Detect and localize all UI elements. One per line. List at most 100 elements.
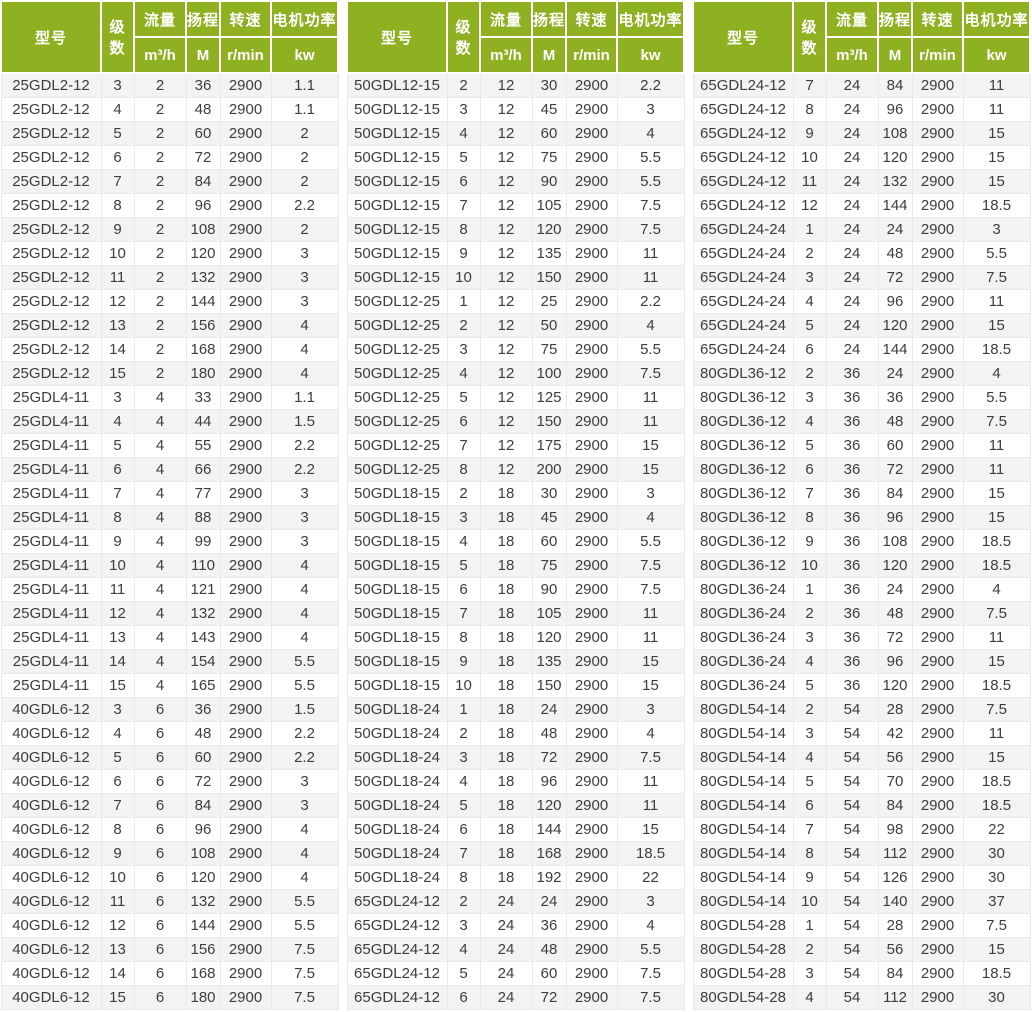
model-cell: 50GDL18-15 — [346, 481, 448, 506]
speed-cell: 2900 — [565, 937, 618, 962]
speed-cell: 2900 — [219, 721, 272, 746]
speed-cell: 2900 — [565, 817, 618, 842]
head-cell: 96 — [531, 769, 567, 794]
header-power-unit: kw — [962, 36, 1031, 74]
speed-cell: 2900 — [911, 649, 964, 674]
flow-cell: 54 — [825, 721, 879, 746]
stages-cell: 15 — [100, 673, 135, 698]
stages-cell: 9 — [446, 649, 481, 674]
head-cell: 175 — [531, 433, 567, 458]
header-power-unit: kw — [616, 36, 685, 74]
table-row: 40GDL6-12 7 6 84 2900 3 — [0, 793, 339, 818]
head-cell: 72 — [877, 457, 913, 482]
table-row: 50GDL12-25 4 12 100 2900 7.5 — [346, 361, 685, 386]
model-cell: 50GDL18-15 — [346, 529, 448, 554]
head-cell: 126 — [877, 865, 913, 890]
model-cell: 80GDL36-12 — [692, 433, 794, 458]
head-cell: 90 — [531, 577, 567, 602]
power-cell: 4 — [270, 361, 339, 386]
speed-cell: 2900 — [911, 193, 964, 218]
flow-cell: 18 — [479, 649, 533, 674]
table-row: 25GDL4-11 5 4 55 2900 2.2 — [0, 433, 339, 458]
stages-cell: 2 — [446, 481, 481, 506]
stages-cell: 3 — [792, 265, 827, 290]
speed-cell: 2900 — [219, 265, 272, 290]
model-cell: 80GDL54-14 — [692, 841, 794, 866]
speed-cell: 2900 — [911, 913, 964, 938]
head-cell: 50 — [531, 313, 567, 338]
stages-cell: 1 — [446, 697, 481, 722]
power-cell: 7.5 — [616, 553, 685, 578]
head-cell: 180 — [185, 361, 221, 386]
speed-cell: 2900 — [219, 457, 272, 482]
flow-cell: 6 — [133, 865, 187, 890]
stages-cell: 8 — [100, 193, 135, 218]
stages-cell: 1 — [792, 577, 827, 602]
table-row: 80GDL36-24 3 36 72 2900 11 — [692, 625, 1031, 650]
power-cell: 4 — [270, 841, 339, 866]
header-head: 扬程 — [531, 0, 567, 38]
stages-cell: 3 — [100, 72, 135, 98]
power-cell: 5.5 — [270, 649, 339, 674]
head-cell: 42 — [877, 721, 913, 746]
flow-cell: 36 — [825, 481, 879, 506]
power-cell: 18.5 — [962, 793, 1031, 818]
head-cell: 25 — [531, 289, 567, 314]
flow-cell: 12 — [479, 433, 533, 458]
flow-cell: 54 — [825, 793, 879, 818]
head-cell: 135 — [531, 241, 567, 266]
stages-cell: 6 — [100, 457, 135, 482]
speed-cell: 2900 — [565, 961, 618, 986]
table-body: 25GDL2-12 3 2 36 2900 1.1 25GDL2-12 4 2 48 2900 1.1… — [0, 72, 339, 1010]
head-cell: 84 — [877, 793, 913, 818]
head-cell: 120 — [185, 865, 221, 890]
model-cell: 65GDL24-12 — [692, 145, 794, 170]
speed-cell: 2900 — [565, 865, 618, 890]
header-power: 电机功率 — [616, 0, 685, 38]
power-cell: 18.5 — [962, 769, 1031, 794]
speed-cell: 2900 — [565, 553, 618, 578]
power-cell: 4 — [270, 577, 339, 602]
flow-cell: 24 — [479, 889, 533, 914]
speed-cell: 2900 — [219, 769, 272, 794]
speed-cell: 2900 — [219, 937, 272, 962]
power-cell: 4 — [270, 865, 339, 890]
power-cell: 15 — [962, 481, 1031, 506]
power-cell: 3 — [270, 481, 339, 506]
head-cell: 56 — [877, 745, 913, 770]
stages-cell: 12 — [100, 601, 135, 626]
flow-cell: 54 — [825, 841, 879, 866]
power-cell: 30 — [962, 865, 1031, 890]
table-row: 80GDL54-14 2 54 28 2900 7.5 — [692, 697, 1031, 722]
model-cell: 65GDL24-12 — [692, 121, 794, 146]
power-cell: 2.2 — [270, 745, 339, 770]
speed-cell: 2900 — [219, 529, 272, 554]
power-cell: 7.5 — [616, 193, 685, 218]
stages-cell: 6 — [100, 145, 135, 170]
stages-cell: 10 — [792, 145, 827, 170]
stages-cell: 8 — [446, 625, 481, 650]
head-cell: 48 — [531, 937, 567, 962]
flow-cell: 6 — [133, 697, 187, 722]
model-cell: 65GDL24-12 — [346, 961, 448, 986]
table-row: 25GDL4-11 3 4 33 2900 1.1 — [0, 385, 339, 410]
spec-table-left: 型号 级数 流量 扬程 转速 电机功率 m³/h M r/min kw 25GD… — [0, 0, 339, 1010]
table-row: 25GDL2-12 6 2 72 2900 2 — [0, 145, 339, 170]
stages-cell: 2 — [446, 313, 481, 338]
speed-cell: 2900 — [565, 72, 618, 98]
model-cell: 80GDL36-24 — [692, 649, 794, 674]
head-cell: 105 — [531, 193, 567, 218]
table-row: 25GDL4-11 14 4 154 2900 5.5 — [0, 649, 339, 674]
stages-cell: 2 — [446, 72, 481, 98]
head-cell: 132 — [185, 889, 221, 914]
speed-cell: 2900 — [911, 625, 964, 650]
table-row: 25GDL2-12 7 2 84 2900 2 — [0, 169, 339, 194]
head-cell: 100 — [531, 361, 567, 386]
stages-cell: 6 — [446, 409, 481, 434]
speed-cell: 2900 — [565, 601, 618, 626]
power-cell: 7.5 — [962, 409, 1031, 434]
table-row: 80GDL36-12 7 36 84 2900 15 — [692, 481, 1031, 506]
head-cell: 156 — [185, 313, 221, 338]
flow-cell: 36 — [825, 505, 879, 530]
flow-cell: 54 — [825, 961, 879, 986]
